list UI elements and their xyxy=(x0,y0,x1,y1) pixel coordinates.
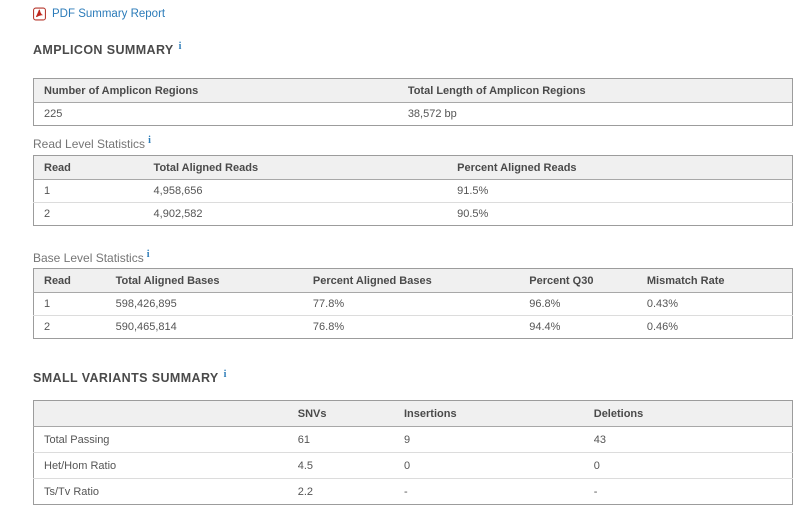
table-cell: 598,426,895 xyxy=(105,292,303,316)
column-header: Number of Amplicon Regions xyxy=(33,78,398,103)
table-row: 2 4,902,582 90.5% xyxy=(34,203,793,226)
column-header: Read xyxy=(33,155,144,180)
column-header: Total Aligned Bases xyxy=(105,268,303,293)
column-header: Read xyxy=(33,268,106,293)
table-header-row: SNVs Insertions Deletions xyxy=(33,400,793,427)
table-cell: 43 xyxy=(583,426,793,453)
info-icon[interactable]: i xyxy=(223,368,227,380)
table-cell: 4,958,656 xyxy=(143,179,448,203)
table-cell: 4.5 xyxy=(287,452,394,479)
column-header: Insertions xyxy=(394,400,584,427)
column-header: Percent Aligned Bases xyxy=(302,268,520,293)
table-row: 1 598,426,895 77.8% 96.8% 0.43% xyxy=(33,292,793,316)
table-header-row: Read Total Aligned Bases Percent Aligned B… xyxy=(33,268,793,293)
small-variants-summary-title: SMALL VARIANTS SUMMARY i xyxy=(33,368,793,385)
column-header: Deletions xyxy=(583,400,793,427)
table-cell: 94.4% xyxy=(529,321,561,333)
pdf-icon xyxy=(33,7,46,21)
column-header xyxy=(33,400,288,427)
column-header: Percent Q30 xyxy=(519,268,637,293)
column-header: Percent Aligned Reads xyxy=(447,155,793,180)
table-cell: - xyxy=(593,485,598,498)
table-cell: Ts/Tv Ratio xyxy=(44,485,100,498)
read-level-statistics-title: Read Level Statistics i xyxy=(33,135,793,152)
table-cell: 9 xyxy=(394,426,584,453)
info-icon[interactable]: i xyxy=(148,135,151,146)
table-cell: 2.2 xyxy=(297,485,314,498)
table-cell: 38,572 bp xyxy=(407,108,457,120)
table-cell: 61 xyxy=(287,426,394,453)
table-cell: 0 xyxy=(394,452,584,479)
table-cell: Het/Hom Ratio xyxy=(33,452,288,479)
small-variants-title-text: SMALL VARIANTS SUMMARY xyxy=(33,371,219,385)
amplicon-summary-title: AMPLICON SUMMARY i xyxy=(33,40,793,57)
table-cell: 0 xyxy=(583,452,793,479)
table-cell: 0.46% xyxy=(646,321,679,333)
info-icon[interactable]: i xyxy=(146,249,150,260)
amplicon-summary-table: Number of Amplicon Regions Total Length o… xyxy=(33,78,793,126)
table-cell: - xyxy=(404,485,408,498)
table-cell: 0.43% xyxy=(636,292,793,316)
column-header: Total Aligned Reads xyxy=(143,155,448,180)
column-header: Mismatch Rate xyxy=(636,268,793,293)
table-header-row: Read Total Aligned Reads Percent Aligned R… xyxy=(33,155,793,180)
amplicon-summary-title-text: AMPLICON SUMMARY xyxy=(33,43,174,57)
table-cell: 91.5% xyxy=(447,179,793,203)
table-cell: Total Passing xyxy=(33,426,288,453)
table-cell: 225 xyxy=(44,108,63,120)
column-header: SNVs xyxy=(287,400,394,427)
table-row: 1 4,958,656 91.5% xyxy=(33,179,793,203)
table-row: 2 590,465,814 76.8% 94.4% 0.46% xyxy=(34,316,793,339)
table-cell: 96.8% xyxy=(519,292,637,316)
column-header: Total Length of Amplicon Regions xyxy=(397,78,793,103)
table-cell: 1 xyxy=(33,179,144,203)
read-level-title-text: Read Level Statistics xyxy=(33,137,146,151)
base-level-statistics-title: Base Level Statistics i xyxy=(33,249,793,266)
table-row: Total Passing 61 9 43 xyxy=(33,426,793,453)
info-icon[interactable]: i xyxy=(178,40,182,52)
table-cell: 590,465,814 xyxy=(115,321,177,333)
table-row: 225 38,572 bp xyxy=(34,103,793,126)
table-cell: 77.8% xyxy=(302,292,520,316)
table-row: Het/Hom Ratio 4.5 0 0 xyxy=(33,452,793,479)
pdf-link-label: PDF Summary Report xyxy=(52,8,166,20)
table-header-row: Number of Amplicon Regions Total Length o… xyxy=(33,78,793,103)
pdf-summary-report-link[interactable]: PDF Summary Report xyxy=(33,7,165,21)
table-cell: 2 xyxy=(44,321,51,333)
base-level-statistics-table: Read Total Aligned Bases Percent Aligned B… xyxy=(33,268,793,339)
table-cell: 2 xyxy=(44,208,51,220)
table-cell: 76.8% xyxy=(312,321,345,333)
small-variants-summary-table: SNVs Insertions Deletions Total Passing 61 9 4… xyxy=(33,400,793,505)
table-row: Ts/Tv Ratio 2.2 - - xyxy=(34,479,793,505)
table-cell: 4,902,582 xyxy=(153,208,203,220)
base-level-title-text: Base Level Statistics xyxy=(33,251,144,265)
read-level-statistics-table: Read Total Aligned Reads Percent Aligned R… xyxy=(33,155,793,226)
table-cell: 1 xyxy=(33,292,106,316)
table-cell: 90.5% xyxy=(457,208,489,220)
